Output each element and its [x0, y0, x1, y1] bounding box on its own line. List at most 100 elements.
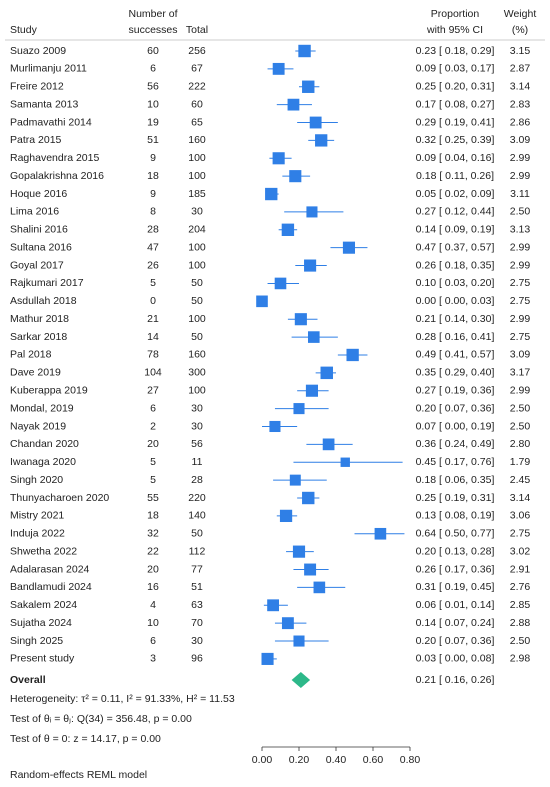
overall-diamond [291, 672, 311, 688]
study-name: Asdullah 2018 [10, 295, 77, 307]
study-marker [272, 62, 285, 75]
weight-label: 2.75 [510, 277, 531, 289]
note: Test of θᵢ = θⱼ: Q(34) = 356.48, p = 0.0… [10, 713, 192, 725]
total: 50 [191, 331, 203, 343]
ci-label: 0.00 [ 0.00, 0.03] [416, 295, 495, 307]
study-name: Raghavendra 2015 [10, 152, 99, 164]
weight-label: 2.86 [510, 116, 531, 128]
weight-label: 3.06 [510, 510, 531, 522]
weight-label: 3.13 [510, 224, 531, 236]
total: 67 [191, 63, 203, 75]
total: 30 [191, 635, 203, 647]
study-name: Pal 2018 [10, 349, 52, 361]
ci-label: 0.21 [ 0.14, 0.30] [416, 313, 495, 325]
study-name: Shwetha 2022 [10, 545, 77, 557]
weight-label: 2.75 [510, 528, 531, 540]
successes: 3 [150, 653, 156, 665]
successes: 27 [147, 385, 159, 397]
ci-label: 0.03 [ 0.00, 0.08] [416, 653, 495, 665]
successes: 26 [147, 259, 159, 271]
ci-label: 0.64 [ 0.50, 0.77] [416, 528, 495, 540]
successes: 19 [147, 116, 159, 128]
total: 50 [191, 277, 203, 289]
weight-label: 2.99 [510, 241, 531, 253]
study-marker [269, 420, 281, 433]
ci-label: 0.18 [ 0.11, 0.26] [416, 170, 494, 182]
study-marker [281, 223, 295, 236]
study-marker [346, 348, 359, 362]
study-name: Thunyacharoen 2020 [10, 492, 109, 504]
study-name: Sakalem 2024 [10, 599, 77, 611]
study-name: Sultana 2016 [10, 241, 72, 253]
weight-label: 2.75 [510, 295, 531, 307]
successes: 18 [147, 170, 159, 182]
study-name: Singh 2020 [10, 474, 63, 486]
successes: 32 [147, 528, 159, 540]
ci-label: 0.20 [ 0.07, 0.36] [416, 635, 495, 647]
study-name: Lima 2016 [10, 206, 59, 218]
study-name: Patra 2015 [10, 134, 62, 146]
ci-label: 0.13 [ 0.08, 0.19] [416, 510, 495, 522]
study-name: Induja 2022 [10, 528, 65, 540]
successes: 6 [150, 635, 156, 647]
successes: 56 [147, 81, 159, 93]
header: successes [128, 24, 177, 36]
header: (%) [512, 24, 528, 36]
ci-label: 0.20 [ 0.13, 0.28] [416, 545, 495, 557]
successes: 5 [150, 456, 156, 468]
successes: 6 [150, 63, 156, 75]
weight-label: 2.50 [510, 635, 531, 647]
study-name: Murlimanju 2011 [10, 63, 87, 75]
ci-label: 0.23 [ 0.18, 0.29] [416, 45, 495, 57]
weight-label: 2.50 [510, 206, 531, 218]
total: 256 [188, 45, 206, 57]
study-marker [302, 491, 315, 505]
ci-label: 0.25 [ 0.19, 0.31] [416, 492, 495, 504]
study-marker [293, 635, 305, 647]
total: 63 [191, 599, 203, 611]
study-marker [256, 295, 268, 308]
total: 160 [188, 134, 206, 146]
study-name: Mathur 2018 [10, 313, 69, 325]
note: Test of θ = 0: z = 14.17, p = 0.00 [10, 733, 161, 745]
weight-label: 2.91 [510, 563, 531, 575]
successes: 20 [147, 563, 159, 575]
weight-label: 2.88 [510, 617, 531, 629]
successes: 104 [144, 367, 162, 379]
study-marker [309, 116, 322, 129]
ci-label: 0.20 [ 0.07, 0.36] [416, 402, 495, 414]
study-name: Dave 2019 [10, 367, 61, 379]
header: Total [186, 24, 208, 36]
study-marker [261, 652, 274, 665]
total: 220 [188, 492, 206, 504]
weight-label: 3.17 [510, 367, 531, 379]
successes: 10 [147, 617, 159, 629]
successes: 55 [147, 492, 159, 504]
ci-label: 0.07 [ 0.00, 0.19] [416, 420, 495, 432]
total: 100 [188, 152, 206, 164]
total: 50 [191, 528, 203, 540]
ci-label: 0.27 [ 0.12, 0.44] [416, 206, 495, 218]
study-name: Shalini 2016 [10, 224, 68, 236]
study-name: Sujatha 2024 [10, 617, 72, 629]
x-tick-label: 0.80 [400, 754, 421, 766]
study-name: Freire 2012 [10, 81, 64, 93]
successes: 51 [147, 134, 159, 146]
header: Proportion [431, 8, 480, 20]
study-name: Samanta 2013 [10, 98, 78, 110]
study-marker [272, 152, 285, 165]
ci-label: 0.17 [ 0.08, 0.27] [416, 98, 495, 110]
note: Heterogeneity: τ² = 0.11, I² = 91.33%, H… [10, 693, 235, 705]
header: Weight [504, 8, 537, 20]
successes: 18 [147, 510, 159, 522]
successes: 2 [150, 420, 156, 432]
successes: 22 [147, 545, 159, 557]
ci-label: 0.26 [ 0.18, 0.35] [416, 259, 495, 271]
total: 11 [192, 456, 203, 468]
ci-label: 0.05 [ 0.02, 0.09] [416, 188, 495, 200]
total: 60 [191, 98, 203, 110]
study-marker [313, 581, 326, 594]
study-marker [306, 206, 318, 218]
study-marker [305, 384, 319, 397]
